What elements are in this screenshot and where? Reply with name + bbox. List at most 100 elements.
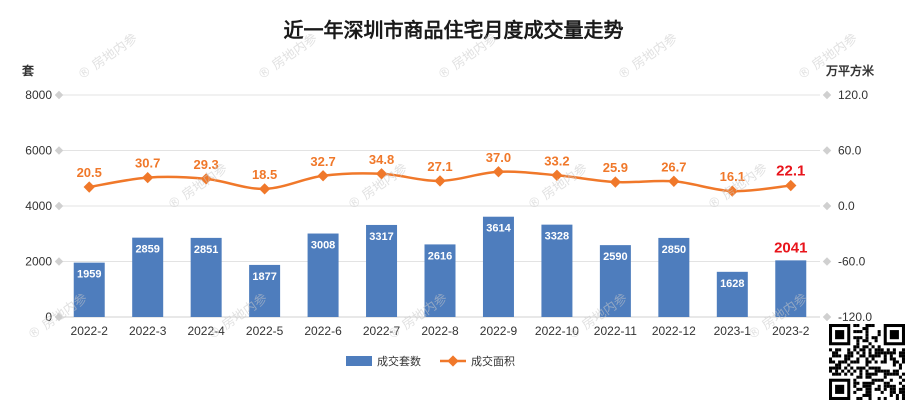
line-point: [142, 171, 154, 184]
bar: [73, 262, 105, 317]
y-left-tick-label: 0: [45, 310, 52, 324]
x-tick-label: 2022-10: [535, 324, 579, 338]
bar-data-label: 3317: [369, 231, 393, 243]
y-left-tick-label: 4000: [25, 199, 52, 213]
y-right-tick-marker: [822, 312, 832, 322]
y-left-tick-label: 6000: [25, 144, 52, 158]
line-data-label: 22.1: [776, 163, 805, 180]
legend-swatch-line-marker: [447, 355, 459, 367]
bar-data-label: 3328: [545, 231, 569, 243]
legend-label-bars: 成交套数: [377, 354, 421, 368]
x-tick-label: 2022-3: [129, 324, 167, 338]
line-data-label: 16.1: [720, 169, 745, 184]
y-right-unit: 万平方米: [825, 63, 875, 78]
line-point: [668, 175, 680, 187]
y-left-tick-label: 8000: [25, 88, 52, 102]
y-left-tick-marker: [54, 90, 64, 100]
bar: [541, 224, 573, 317]
line-point: [83, 181, 95, 193]
x-tick-label: 2023-2: [772, 324, 810, 338]
bar-data-label: 3614: [486, 223, 511, 235]
x-tick-label: 2022-11: [594, 324, 637, 338]
watermark-text: ® 房地内参: [435, 30, 501, 83]
x-tick-label: 2022-6: [304, 324, 342, 338]
line-point: [258, 183, 271, 195]
x-tick-label: 2022-9: [480, 324, 518, 338]
y-right-tick-marker: [822, 201, 832, 211]
y-right-tick-marker: [822, 90, 832, 100]
y-right-tick-label: 60.0: [838, 144, 862, 158]
watermark-text: ® 房地内参: [255, 30, 321, 83]
line-point: [434, 175, 446, 187]
y-left-tick-marker: [54, 257, 64, 266]
x-tick-label: 2022-4: [187, 324, 225, 338]
y-right-tick-label: 0.0: [838, 199, 855, 213]
y-right-tick-label: 120.0: [838, 88, 868, 102]
x-tick-label: 2022-5: [246, 324, 284, 338]
bar: [482, 216, 514, 317]
x-tick-label: 2023-1: [714, 324, 752, 338]
line-point: [375, 168, 388, 180]
bar-data-label: 2041: [774, 239, 807, 256]
y-left-unit: 套: [21, 63, 35, 78]
line-data-label: 33.2: [544, 153, 569, 168]
y-right-tick-marker: [822, 257, 832, 266]
line-data-label: 34.8: [369, 152, 394, 167]
legend-swatch-bars: [346, 356, 372, 366]
y-left-tick-marker: [54, 312, 64, 322]
line-data-label: 20.5: [77, 165, 102, 180]
line-data-label: 30.7: [135, 156, 160, 171]
bar-data-label: 2859: [135, 244, 159, 256]
bar-data-label: 1959: [77, 269, 101, 281]
line-point: [785, 179, 797, 192]
watermark-text: ® 房地内参: [615, 30, 681, 83]
bar: [249, 264, 281, 317]
y-right-tick-marker: [822, 146, 832, 155]
y-left-tick-marker: [54, 146, 64, 155]
line-data-label: 26.7: [661, 159, 686, 174]
line-point: [609, 176, 622, 188]
bar: [190, 237, 222, 317]
x-tick-label: 2022-8: [421, 324, 459, 338]
bar: [599, 245, 631, 317]
y-right-tick-label: -120.0: [838, 310, 872, 324]
bar: [366, 224, 398, 317]
watermark-text: ® 房地内参: [75, 30, 141, 83]
line-data-label: 27.1: [427, 159, 452, 174]
line-point: [726, 185, 738, 197]
y-right-tick-label: -60.0: [838, 255, 866, 269]
line-point: [551, 169, 563, 181]
bar-data-label: 2590: [603, 251, 627, 263]
bar-data-label: 1628: [720, 278, 744, 290]
line-data-label: 25.9: [603, 160, 628, 175]
line-point: [492, 166, 505, 178]
y-left-tick-marker: [54, 201, 64, 211]
x-tick-label: 2022-2: [71, 324, 109, 338]
legend-label-line: 成交面积: [471, 354, 515, 368]
bar: [658, 237, 690, 317]
bar: [716, 271, 748, 317]
qr-code-icon: [829, 324, 905, 400]
bar-data-label: 1877: [252, 271, 276, 283]
bar: [307, 233, 339, 317]
y-left-tick-label: 2000: [25, 255, 52, 269]
line-point: [317, 170, 329, 182]
chart-title: 近一年深圳市商品住宅月度成交量走势: [283, 18, 624, 42]
line-data-label: 29.3: [193, 157, 218, 172]
bar-data-label: 3008: [311, 240, 335, 252]
x-tick-label: 2022-7: [363, 324, 401, 338]
bar-data-label: 2851: [194, 244, 218, 256]
watermark-text: ® 房地内参: [345, 160, 411, 213]
line-data-label: 32.7: [310, 154, 335, 169]
line-data-label: 18.5: [252, 167, 277, 182]
x-tick-label: 2022-12: [652, 324, 696, 338]
bar-data-label: 2616: [428, 250, 452, 262]
bar-data-label: 2850: [662, 244, 686, 256]
line-point: [200, 173, 212, 185]
line-data-label: 37.0: [486, 150, 511, 165]
bar: [775, 260, 807, 317]
bar: [424, 244, 456, 317]
bar: [132, 237, 164, 317]
